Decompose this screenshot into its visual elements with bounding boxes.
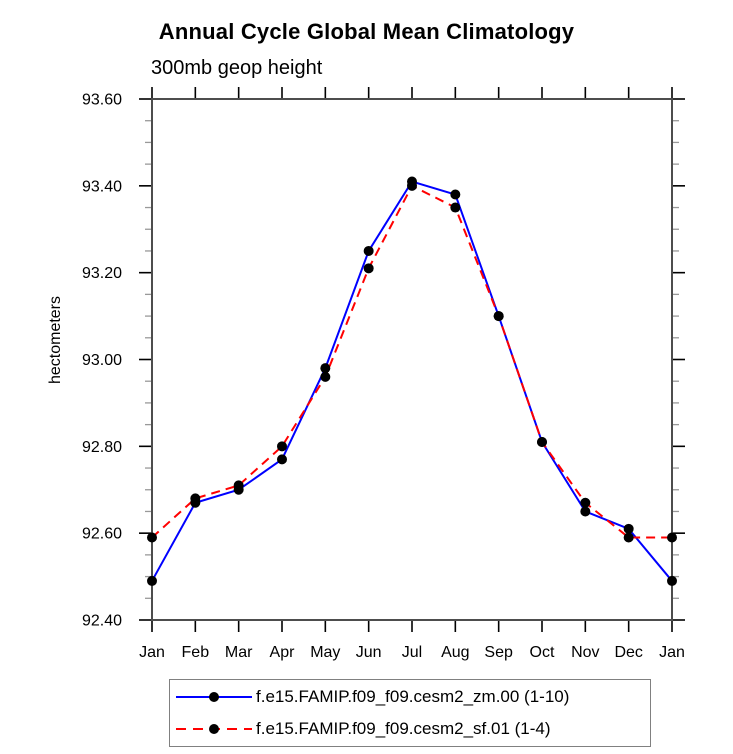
y-tick-label: 93.40 bbox=[82, 178, 122, 195]
data-point-marker bbox=[450, 189, 461, 200]
legend-sample-marker bbox=[209, 692, 219, 702]
legend-line-swatch-blue-solid bbox=[176, 692, 252, 702]
data-point-marker bbox=[537, 436, 547, 447]
legend-line-swatch-red-dashed bbox=[176, 724, 252, 734]
x-tick-label: Jun bbox=[356, 644, 382, 661]
x-tick-label: Jan bbox=[139, 644, 165, 661]
y-tick-label: 93.20 bbox=[82, 265, 122, 282]
data-point-marker bbox=[147, 532, 157, 543]
x-tick-label: Oct bbox=[530, 644, 555, 661]
legend-label: f.e15.FAMIP.f09_f09.cesm2_zm.00 (1-10) bbox=[256, 687, 570, 706]
data-point-marker bbox=[363, 245, 374, 256]
data-point-marker bbox=[147, 575, 157, 586]
series-line-zm00 bbox=[151, 180, 673, 582]
data-point-marker bbox=[233, 480, 244, 491]
data-point-marker bbox=[407, 180, 417, 191]
y-tick-label: 92.40 bbox=[82, 613, 122, 630]
data-point-marker bbox=[363, 263, 374, 274]
x-tick-label: Nov bbox=[571, 644, 599, 661]
legend-box: f.e15.FAMIP.f09_f09.cesm2_zm.00 (1-10) f… bbox=[169, 679, 651, 747]
chart-title: Annual Cycle Global Mean Climatology bbox=[158, 19, 575, 44]
y-tick-label: 93.60 bbox=[82, 92, 122, 109]
x-tick-label: Apr bbox=[270, 644, 296, 661]
data-point-marker bbox=[580, 506, 591, 517]
data-point-marker bbox=[493, 311, 504, 322]
data-point-marker bbox=[580, 497, 591, 508]
x-tick-label: Jan bbox=[659, 644, 685, 661]
data-point-marker bbox=[320, 363, 331, 374]
legend-label: f.e15.FAMIP.f09_f09.cesm2_sf.01 (1-4) bbox=[256, 719, 551, 738]
plot-frame bbox=[151, 98, 673, 621]
x-tick-label: Sep bbox=[484, 644, 513, 661]
data-point-marker bbox=[623, 523, 634, 534]
data-point-marker bbox=[277, 441, 287, 452]
data-point-marker bbox=[623, 532, 634, 543]
x-tick-label: Aug bbox=[441, 644, 469, 661]
chart-subtitle: 300mb geop height bbox=[151, 57, 323, 79]
legend-item-zm: f.e15.FAMIP.f09_f09.cesm2_zm.00 (1-10) bbox=[170, 683, 650, 711]
x-tick-label: Mar bbox=[225, 644, 253, 661]
series-line-sf01 bbox=[151, 184, 672, 539]
y-tick-label: 93.00 bbox=[82, 352, 122, 369]
data-point-marker bbox=[277, 454, 287, 465]
data-point-marker bbox=[320, 371, 331, 382]
legend-sample-marker bbox=[209, 724, 219, 734]
data-point-marker bbox=[667, 532, 677, 543]
data-point-marker bbox=[190, 493, 201, 504]
x-tick-label: Dec bbox=[614, 644, 642, 661]
x-tick-label: Feb bbox=[182, 644, 210, 661]
y-tick-label: 92.60 bbox=[82, 526, 122, 543]
legend-item-sf: f.e15.FAMIP.f09_f09.cesm2_sf.01 (1-4) bbox=[170, 715, 650, 743]
y-tick-label: 92.80 bbox=[82, 439, 122, 456]
x-tick-label: May bbox=[310, 644, 340, 661]
data-point-marker bbox=[450, 202, 461, 213]
x-tick-label: Jul bbox=[402, 644, 422, 661]
data-point-marker bbox=[667, 575, 677, 586]
